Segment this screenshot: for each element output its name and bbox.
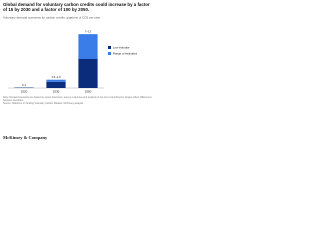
bar bbox=[46, 79, 66, 82]
chart-title: Global demand for voluntary carbon credi… bbox=[3, 2, 150, 12]
legend-label: Range of estimates bbox=[113, 52, 138, 56]
footnote: Note: Demand scenarios are based on expe… bbox=[3, 96, 152, 102]
value-label: 7–13 bbox=[85, 30, 92, 34]
x-tick-label: 2020 bbox=[21, 89, 28, 93]
footnote-box: Note: Demand scenarios are based on expe… bbox=[3, 96, 152, 105]
bar bbox=[46, 81, 66, 88]
legend-label: Low estimate bbox=[113, 46, 130, 50]
bar bbox=[78, 34, 98, 59]
x-tick-label: 2050 bbox=[85, 89, 92, 93]
legend-swatch bbox=[108, 52, 111, 55]
x-tick-label: 2030 bbox=[53, 89, 60, 93]
title-box: Global demand for voluntary carbon credi… bbox=[3, 2, 150, 12]
value-label: 1.5–2.0 bbox=[51, 75, 61, 79]
value-label: 0.1 bbox=[22, 83, 26, 87]
chart: Global demand for voluntary carbon credi… bbox=[3, 2, 152, 140]
bar bbox=[78, 59, 98, 88]
source: Source: Taskforce on Scaling Voluntary C… bbox=[3, 102, 84, 105]
chart-subtitle: Voluntary demand scenarios for carbon cr… bbox=[3, 15, 100, 19]
legend-swatch bbox=[108, 46, 111, 49]
logo: McKinsey & Company bbox=[3, 135, 48, 140]
